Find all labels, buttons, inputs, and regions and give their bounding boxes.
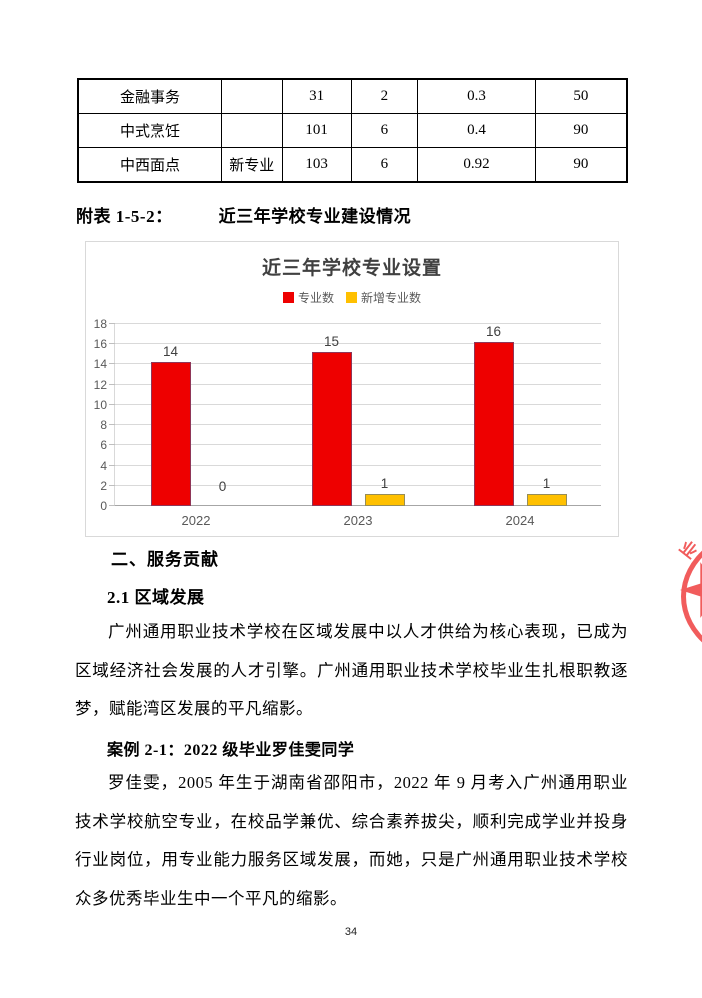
table-cell: 31 [281, 78, 352, 114]
axis-tick [109, 363, 115, 365]
table-row: 中式烹饪 101 6 0.4 90 [77, 113, 628, 148]
bar-chart: 近三年学校专业设置 专业数 新增专业数 0 2 4 6 8 10 12 14 16 18 14 0 20… [85, 241, 619, 537]
table-row: 金融事务 31 2 0.3 50 [77, 78, 628, 114]
table-caption-title: 近三年学校专业建设情况 [218, 207, 412, 226]
subsection-heading: 2.1 区域发展 [107, 588, 205, 607]
x-axis-label: 2022 [181, 513, 211, 528]
table-cell: 50 [534, 78, 628, 114]
gridline: 16 [94, 337, 601, 351]
table-cell: 103 [281, 147, 352, 183]
bar-group: 14 0 2022 [115, 324, 277, 528]
chart-legend: 专业数 新增专业数 [86, 289, 618, 306]
red-seal-fragment: 业 [654, 503, 702, 708]
legend-swatch [282, 292, 294, 303]
table-cell: 0.3 [417, 78, 536, 114]
section-heading: 二、服务贡献 [111, 550, 219, 569]
bar-value-label: 16 [485, 324, 502, 340]
programs-table: 金融事务 31 2 0.3 50 中式烹饪 101 6 0.4 90 中西面点 新专业 103 6 0.92… [77, 78, 628, 183]
bar-value-label: 1 [380, 475, 389, 491]
table-cell: 0.4 [417, 113, 536, 148]
body-paragraph: 广州通用职业技术学校在区域发展中以人才供给为核心表现，已成为区域经济社会发展的人… [75, 622, 628, 719]
bar-group: 15 1 2023 [277, 324, 439, 528]
gridline: 6 [100, 438, 601, 452]
table-row: 中西面点 新专业 103 6 0.92 90 [77, 147, 628, 183]
chart-title: 近三年学校专业设置 [261, 258, 442, 279]
case-heading: 案例 2-1：2022 级毕业罗佳雯同学 [107, 742, 355, 759]
x-axis-label: 2024 [505, 513, 535, 528]
bar-filled: 14 [150, 344, 191, 506]
y-axis-label: 6 [100, 438, 107, 453]
table-cell [220, 78, 283, 114]
gridline: 12 [94, 378, 601, 392]
legend-swatch [346, 292, 357, 303]
bar-filled: 15 [311, 334, 352, 506]
table-cell: 2 [350, 78, 419, 114]
programs-table-body: 金融事务 31 2 0.3 50 中式烹饪 101 6 0.4 90 中西面点 新专业 103 6 0.92… [77, 78, 628, 183]
table-cell: 0.92 [417, 147, 536, 183]
axis-tick [109, 444, 115, 446]
gridline: 14 [94, 357, 601, 371]
axis-tick [109, 464, 115, 466]
y-axis-label: 2 [100, 478, 107, 493]
bar-filled: 1 [526, 476, 567, 506]
legend-label: 专业数 [297, 291, 334, 305]
y-axis-label: 0 [100, 499, 107, 513]
x-axis-label: 2023 [343, 513, 373, 528]
bar-filled: 1 [364, 476, 405, 506]
table-cell: 新专业 [220, 147, 283, 183]
y-axis-label: 8 [100, 418, 107, 433]
gridline: 0 [100, 499, 601, 513]
axis-tick [109, 323, 115, 324]
gridline: 4 [100, 459, 601, 473]
legend-label: 新增专业数 [361, 291, 422, 305]
axis-tick [109, 484, 115, 486]
bar-value-label: 0 [218, 479, 227, 494]
y-axis-label: 10 [93, 397, 107, 412]
gridline: 18 [94, 317, 601, 331]
axis-tick [109, 343, 115, 345]
chart-plot-area: 0 2 4 6 8 10 12 14 16 18 14 0 2022 15 1 2023 16 1 2024 [94, 317, 601, 528]
bar-filled: 16 [473, 324, 514, 506]
legend-item: 专业数 [282, 289, 334, 306]
chart-bar-groups: 14 0 2022 15 1 2023 16 1 2024 [115, 324, 601, 528]
y-axis-label: 12 [93, 377, 107, 392]
bar-value-label: 15 [323, 334, 340, 350]
table-cell: 90 [534, 113, 628, 148]
table-cell: 90 [534, 147, 628, 183]
case-paragraph: 罗佳雯，2005 年生于湖南省邵阳市，2022 年 9 月考入广州通用职业技术学… [75, 773, 628, 908]
axis-tick [109, 505, 115, 506]
bar-value-label: 14 [162, 344, 179, 360]
table-cell: 中西面点 [77, 147, 222, 183]
axis-tick [109, 424, 115, 426]
table-cell: 金融事务 [77, 78, 222, 114]
y-axis-label: 18 [93, 317, 107, 331]
table-cell: 101 [281, 113, 352, 148]
y-axis-label: 4 [100, 458, 107, 473]
axis-tick [109, 403, 115, 405]
y-axis-label: 14 [93, 357, 107, 372]
axis-tick [109, 383, 115, 385]
gridline: 8 [100, 418, 601, 432]
table-cell: 中式烹饪 [77, 113, 222, 148]
table-cell: 6 [350, 113, 419, 148]
y-axis-label: 16 [93, 337, 107, 352]
table-cell: 6 [350, 147, 419, 183]
legend-item: 新增专业数 [346, 289, 421, 306]
bar-value-label: 1 [542, 475, 551, 491]
gridline: 2 [100, 479, 601, 493]
table-caption-label: 附表 1-5-2： [76, 207, 173, 226]
table-cell [220, 113, 283, 148]
bar-group: 16 1 2024 [439, 324, 601, 528]
page-number: 34 [344, 926, 358, 938]
gridline: 10 [94, 398, 601, 412]
table-caption: 附表 1-5-2： 近三年学校专业建设情况 [76, 202, 411, 227]
